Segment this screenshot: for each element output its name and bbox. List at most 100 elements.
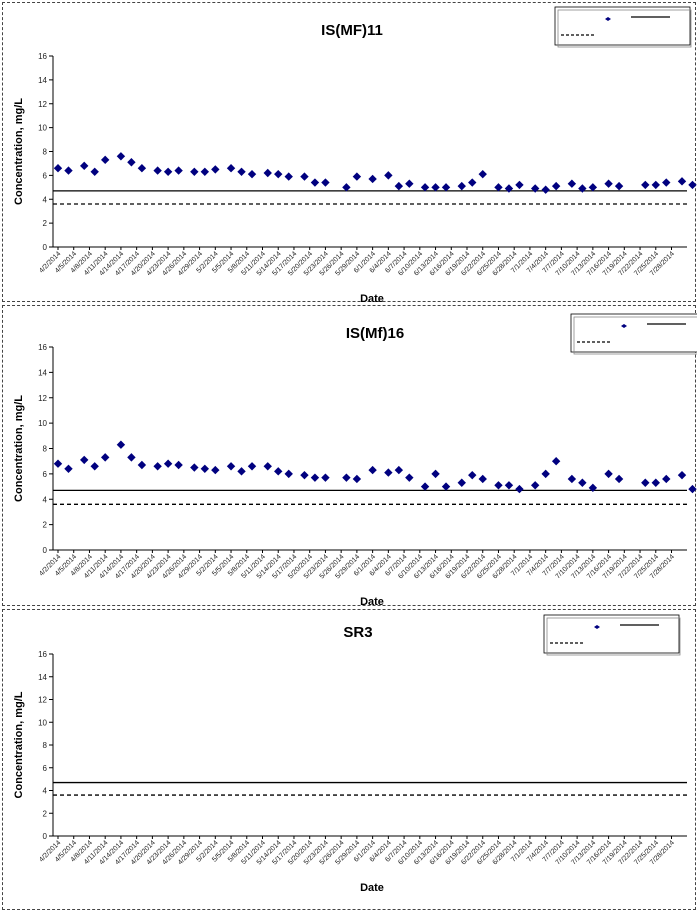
y-tick-label: 10 xyxy=(38,124,47,133)
y-tick-label: 12 xyxy=(38,100,47,109)
chart-title: SR3 xyxy=(343,624,372,641)
legend-shadow xyxy=(573,316,697,355)
data-point xyxy=(641,478,650,487)
y-tick-label: 6 xyxy=(43,470,48,479)
data-point xyxy=(530,481,540,490)
y-tick-label: 14 xyxy=(38,673,47,682)
data-point xyxy=(588,483,598,493)
data-point xyxy=(100,155,110,165)
data-point xyxy=(53,459,63,468)
data-point xyxy=(174,460,183,470)
data-point xyxy=(226,164,236,173)
data-point xyxy=(352,172,362,181)
data-point xyxy=(190,463,199,472)
data-point xyxy=(494,183,503,192)
data-point xyxy=(662,178,671,187)
y-tick-label: 4 xyxy=(43,495,48,504)
data-point xyxy=(321,473,330,482)
data-point xyxy=(137,164,147,173)
data-point xyxy=(368,174,377,184)
data-point xyxy=(80,161,89,171)
data-point xyxy=(468,178,477,187)
data-point xyxy=(651,478,660,487)
x-axis-label: Date xyxy=(360,596,384,607)
data-point xyxy=(604,179,613,188)
data-point xyxy=(80,455,89,465)
legend xyxy=(570,313,697,355)
chart-title: IS(Mf)16 xyxy=(346,325,404,342)
data-point xyxy=(578,478,587,487)
data-point xyxy=(211,165,220,174)
data-point xyxy=(237,467,246,476)
data-point xyxy=(300,172,309,181)
data-point xyxy=(284,469,293,479)
chart-is-mf-16: IS(Mf)1602468101214164/2/20144/5/20144/8… xyxy=(13,313,697,607)
data-point xyxy=(64,464,73,473)
data-point xyxy=(677,177,687,186)
data-point xyxy=(394,465,404,475)
data-point xyxy=(368,465,377,475)
chart-title: IS(MF)11 xyxy=(321,22,383,39)
data-point xyxy=(127,453,136,462)
data-point xyxy=(116,152,126,161)
chart-panel-is-mf-16: IS(Mf)16 0 2 4 6 8 10 12 14 16 4/2/2014 4/5/2014 4/8… xyxy=(2,305,697,607)
data-point xyxy=(247,462,257,471)
y-tick-label: 0 xyxy=(43,832,48,841)
legend-box xyxy=(543,614,680,654)
y-tick-label: 0 xyxy=(43,546,48,555)
y-tick-label: 8 xyxy=(43,741,48,750)
y-tick-label: 8 xyxy=(43,445,48,454)
y-tick-label: 4 xyxy=(43,787,48,796)
data-point xyxy=(567,474,577,484)
data-point xyxy=(90,167,99,176)
y-tick-label: 4 xyxy=(43,195,48,204)
y-tick-label: 16 xyxy=(38,650,47,659)
data-point xyxy=(163,459,173,468)
data-point xyxy=(405,473,414,482)
data-point xyxy=(567,179,577,188)
data-point xyxy=(237,167,246,176)
data-point xyxy=(405,179,414,188)
data-point xyxy=(588,183,598,192)
data-point xyxy=(153,166,162,175)
data-point xyxy=(641,180,650,190)
data-point xyxy=(614,474,624,484)
y-tick-label: 0 xyxy=(43,243,48,252)
data-point xyxy=(263,462,272,471)
data-point xyxy=(478,169,487,179)
chart-sr3: SR302468101214164/2/20144/5/20144/8/2014… xyxy=(13,614,687,894)
data-point xyxy=(310,473,320,482)
y-tick-label: 10 xyxy=(38,419,47,428)
data-point xyxy=(321,178,330,187)
y-tick-label: 14 xyxy=(38,76,47,85)
data-point xyxy=(441,183,451,192)
y-tick-label: 8 xyxy=(43,148,48,157)
data-point xyxy=(551,456,561,466)
legend-marker xyxy=(605,17,611,21)
data-point xyxy=(263,168,272,178)
data-point xyxy=(457,181,466,191)
y-tick-label: 12 xyxy=(38,696,47,705)
data-point xyxy=(441,482,451,491)
legend-box xyxy=(570,313,697,353)
y-tick-label: 2 xyxy=(43,809,48,818)
y-axis-label: Concentration, mg/L xyxy=(13,395,25,502)
data-point xyxy=(688,484,697,494)
x-axis-label: Date xyxy=(360,882,384,894)
legend-marker xyxy=(621,324,627,328)
data-point xyxy=(662,474,671,484)
x-axis-label: Date xyxy=(360,293,384,303)
data-point xyxy=(200,167,210,176)
data-point xyxy=(190,167,199,176)
data-point xyxy=(64,166,73,175)
data-point xyxy=(174,166,183,175)
y-axis-label: Concentration, mg/L xyxy=(13,691,25,798)
data-point xyxy=(116,440,126,449)
data-point xyxy=(541,185,550,194)
data-point xyxy=(274,169,283,179)
data-point xyxy=(342,183,351,192)
data-point xyxy=(578,184,587,193)
data-point xyxy=(688,180,697,190)
data-point xyxy=(300,470,309,480)
